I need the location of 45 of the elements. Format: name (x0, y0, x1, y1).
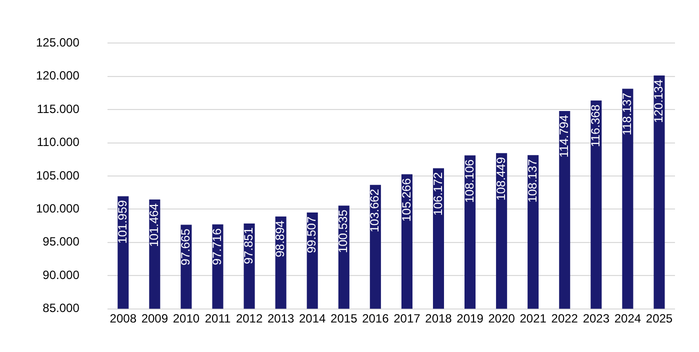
data-label: 98.894 (273, 220, 288, 258)
x-tick-label: 2016 (362, 311, 390, 326)
x-tick-label: 2008 (110, 311, 137, 326)
x-tick-label: 2009 (141, 311, 168, 326)
x-tick-label: 2021 (520, 311, 547, 326)
data-label: 120.134 (652, 79, 666, 123)
x-tick-label: 2015 (330, 311, 358, 326)
x-tick-label: 2012 (236, 311, 263, 326)
x-tick-label: 2011 (204, 311, 231, 326)
data-label: 114.794 (556, 114, 571, 158)
x-tick-label: 2022 (551, 311, 578, 326)
y-tick-label: 115.000 (36, 102, 80, 116)
data-label: 101.959 (115, 200, 130, 244)
data-label: 108.106 (462, 159, 476, 203)
y-tick-label: 95.000 (42, 234, 80, 249)
x-tick-label: 2010 (172, 311, 200, 326)
x-tick-label: 2014 (299, 311, 326, 326)
y-tick-label: 90.000 (42, 268, 80, 282)
x-tick-label: 2023 (582, 311, 610, 326)
x-tick-label: 2018 (425, 311, 452, 326)
y-tick-label: 125.000 (36, 36, 80, 50)
data-label: 118.137 (620, 92, 634, 136)
data-label: 97.716 (210, 228, 224, 266)
x-tick-label: 2020 (488, 311, 516, 326)
x-tick-label: 2019 (456, 311, 484, 326)
data-label: 101.464 (146, 203, 161, 247)
data-label: 105.266 (399, 178, 414, 222)
x-tick-label: 2013 (267, 311, 294, 326)
x-tick-label: 2017 (394, 311, 421, 326)
data-label: 108.449 (494, 156, 508, 200)
x-tick-label: 2024 (614, 311, 642, 326)
data-label: 97.851 (242, 227, 256, 264)
data-label: 100.535 (336, 209, 350, 254)
data-label: 108.137 (525, 158, 540, 203)
y-tick-label: 85.000 (42, 301, 80, 316)
y-tick-label: 100.000 (36, 202, 80, 216)
data-label: 97.665 (178, 228, 193, 266)
data-label: 106.172 (430, 172, 445, 216)
y-tick-label: 105.000 (36, 168, 80, 182)
x-tick-label: 2025 (646, 311, 673, 326)
y-tick-label: 120.000 (36, 68, 80, 83)
data-label: 99.507 (304, 216, 319, 254)
y-tick-label: 110.000 (36, 135, 80, 150)
data-label: 103.662 (368, 188, 382, 232)
data-label: 116.368 (588, 104, 602, 148)
